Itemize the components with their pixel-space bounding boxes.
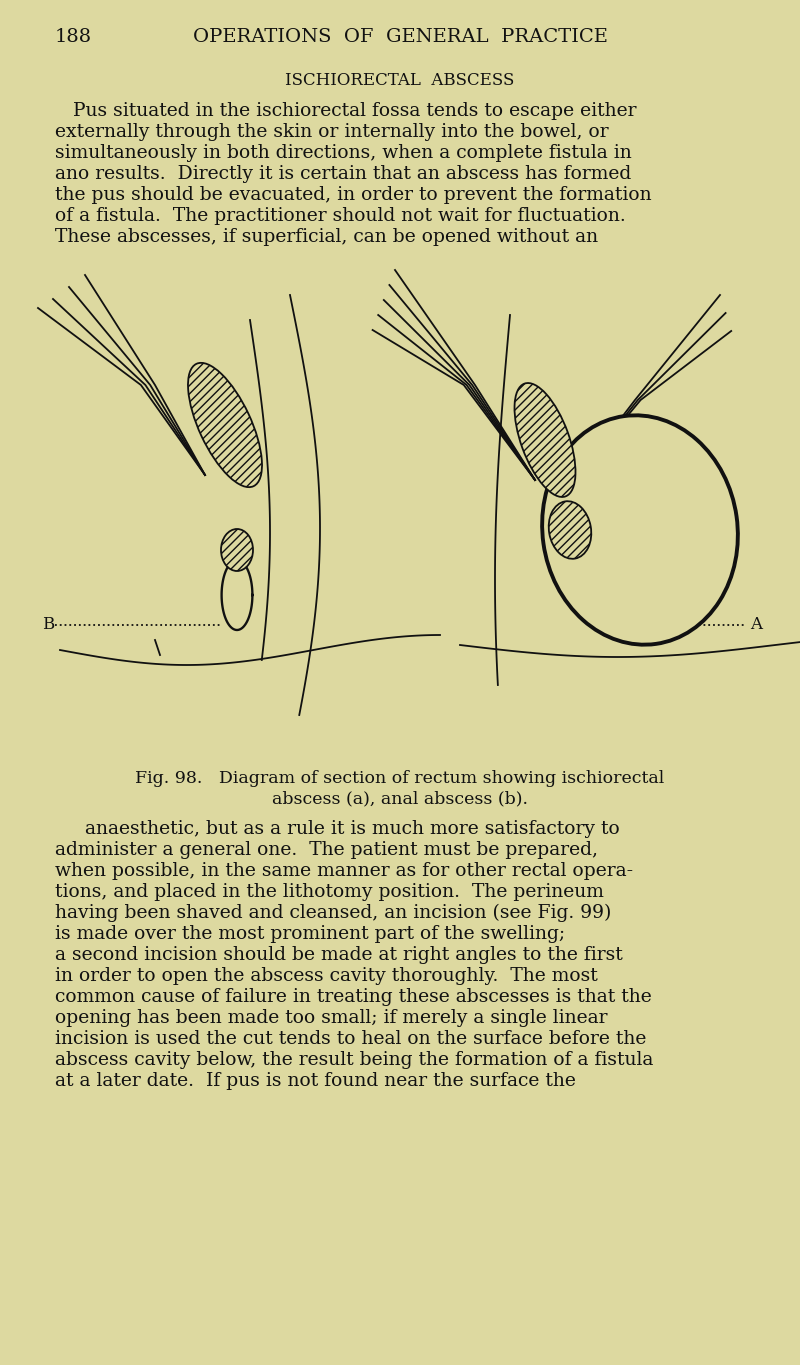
Text: of a fistula.  The practitioner should not wait for fluctuation.: of a fistula. The practitioner should no…	[55, 207, 626, 225]
Ellipse shape	[542, 415, 738, 644]
Text: tions, and placed in the lithotomy position.  The perineum: tions, and placed in the lithotomy posit…	[55, 883, 604, 901]
Ellipse shape	[221, 530, 253, 571]
Ellipse shape	[514, 384, 575, 497]
Text: common cause of failure in treating these abscesses is that the: common cause of failure in treating thes…	[55, 988, 652, 1006]
Text: Pus situated in the ischiorectal fossa tends to escape either: Pus situated in the ischiorectal fossa t…	[55, 102, 637, 120]
Text: anaesthetic, but as a rule it is much more satisfactory to: anaesthetic, but as a rule it is much mo…	[85, 820, 620, 838]
Text: simultaneously in both directions, when a complete fistula in: simultaneously in both directions, when …	[55, 143, 632, 162]
Ellipse shape	[188, 363, 262, 487]
Text: A: A	[750, 616, 762, 633]
Text: These abscesses, if superficial, can be opened without an: These abscesses, if superficial, can be …	[55, 228, 598, 246]
Text: ISCHIORECTAL  ABSCESS: ISCHIORECTAL ABSCESS	[286, 72, 514, 89]
Text: in order to open the abscess cavity thoroughly.  The most: in order to open the abscess cavity thor…	[55, 966, 598, 986]
Text: at a later date.  If pus is not found near the surface the: at a later date. If pus is not found nea…	[55, 1072, 576, 1091]
Text: when possible, in the same manner as for other rectal opera-: when possible, in the same manner as for…	[55, 863, 633, 880]
Text: opening has been made too small; if merely a single linear: opening has been made too small; if mere…	[55, 1009, 607, 1026]
Text: a second incision should be made at right angles to the first: a second incision should be made at righ…	[55, 946, 622, 964]
Text: is made over the most prominent part of the swelling;: is made over the most prominent part of …	[55, 925, 565, 943]
Text: B: B	[42, 616, 54, 633]
Text: abscess (a), anal abscess (b).: abscess (a), anal abscess (b).	[272, 790, 528, 807]
Text: having been shaved and cleansed, an incision (see Fig. 99): having been shaved and cleansed, an inci…	[55, 904, 611, 923]
Text: the pus should be evacuated, in order to prevent the formation: the pus should be evacuated, in order to…	[55, 186, 652, 203]
Text: 188: 188	[55, 29, 92, 46]
Text: administer a general one.  The patient must be prepared,: administer a general one. The patient mu…	[55, 841, 598, 859]
Text: abscess cavity below, the result being the formation of a fistula: abscess cavity below, the result being t…	[55, 1051, 654, 1069]
Text: externally through the skin or internally into the bowel, or: externally through the skin or internall…	[55, 123, 609, 141]
Text: Fig. 98.   Diagram of section of rectum showing ischiorectal: Fig. 98. Diagram of section of rectum sh…	[135, 770, 665, 788]
Ellipse shape	[549, 501, 591, 558]
Text: OPERATIONS  OF  GENERAL  PRACTICE: OPERATIONS OF GENERAL PRACTICE	[193, 29, 607, 46]
Text: incision is used the cut tends to heal on the surface before the: incision is used the cut tends to heal o…	[55, 1031, 646, 1048]
Text: ano results.  Directly it is certain that an abscess has formed: ano results. Directly it is certain that…	[55, 165, 631, 183]
